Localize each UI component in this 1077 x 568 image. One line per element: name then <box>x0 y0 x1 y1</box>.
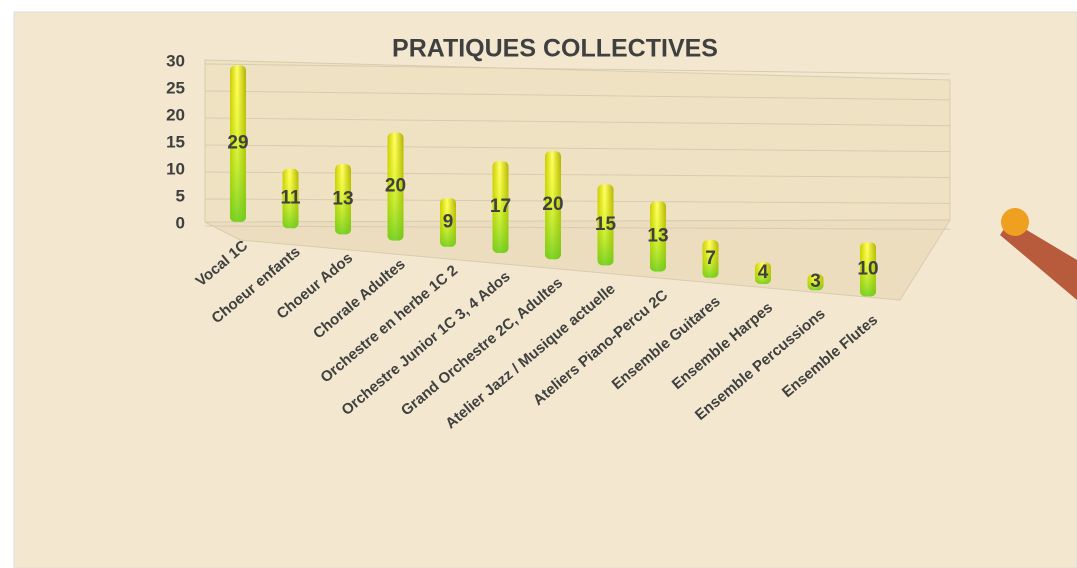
bar-shade <box>545 151 561 260</box>
bar-shade <box>807 274 824 291</box>
bar-shade <box>492 161 509 253</box>
bar-shade <box>387 132 404 241</box>
bar-shade <box>597 184 614 266</box>
grid-line <box>204 90 951 101</box>
bar-shade <box>702 240 719 278</box>
bar-shade <box>440 198 456 247</box>
grid-line <box>204 198 951 204</box>
value-label: 17 <box>490 196 511 217</box>
y-tick-label: 0 <box>176 213 185 232</box>
y-tick-label: 25 <box>166 78 185 97</box>
y-tick-label: 20 <box>166 105 185 124</box>
value-label: 10 <box>857 258 878 279</box>
value-label: 15 <box>595 214 617 235</box>
grid-line <box>204 63 951 75</box>
value-label: 3 <box>810 271 821 292</box>
grid-line <box>204 171 951 178</box>
grid-line <box>204 144 951 153</box>
bar-shade <box>230 65 246 223</box>
back-wall <box>204 59 951 223</box>
value-label: 7 <box>705 248 716 269</box>
value-label: 4 <box>758 262 769 283</box>
grid-line <box>204 225 951 230</box>
guitar <box>1000 208 1077 300</box>
bar-shade <box>282 168 299 229</box>
value-label: 11 <box>280 188 301 209</box>
y-tick-label: 30 <box>166 51 185 70</box>
bar-shade <box>335 164 351 235</box>
grid-line <box>204 117 951 127</box>
y-tick-label: 15 <box>166 132 185 151</box>
value-label: 13 <box>332 188 353 209</box>
value-label: 13 <box>647 226 668 247</box>
value-label: 9 <box>443 212 454 233</box>
chart-title: PRATIQUES COLLECTIVES <box>392 35 718 63</box>
y-tick-label: 10 <box>166 159 185 178</box>
y-tick-label: 5 <box>176 186 185 205</box>
value-label: 20 <box>385 176 406 197</box>
value-label: 20 <box>542 194 563 215</box>
bar-shade <box>755 262 771 284</box>
bar-shade <box>860 242 876 297</box>
value-label: 29 <box>227 133 248 154</box>
bar-shade <box>650 201 666 272</box>
